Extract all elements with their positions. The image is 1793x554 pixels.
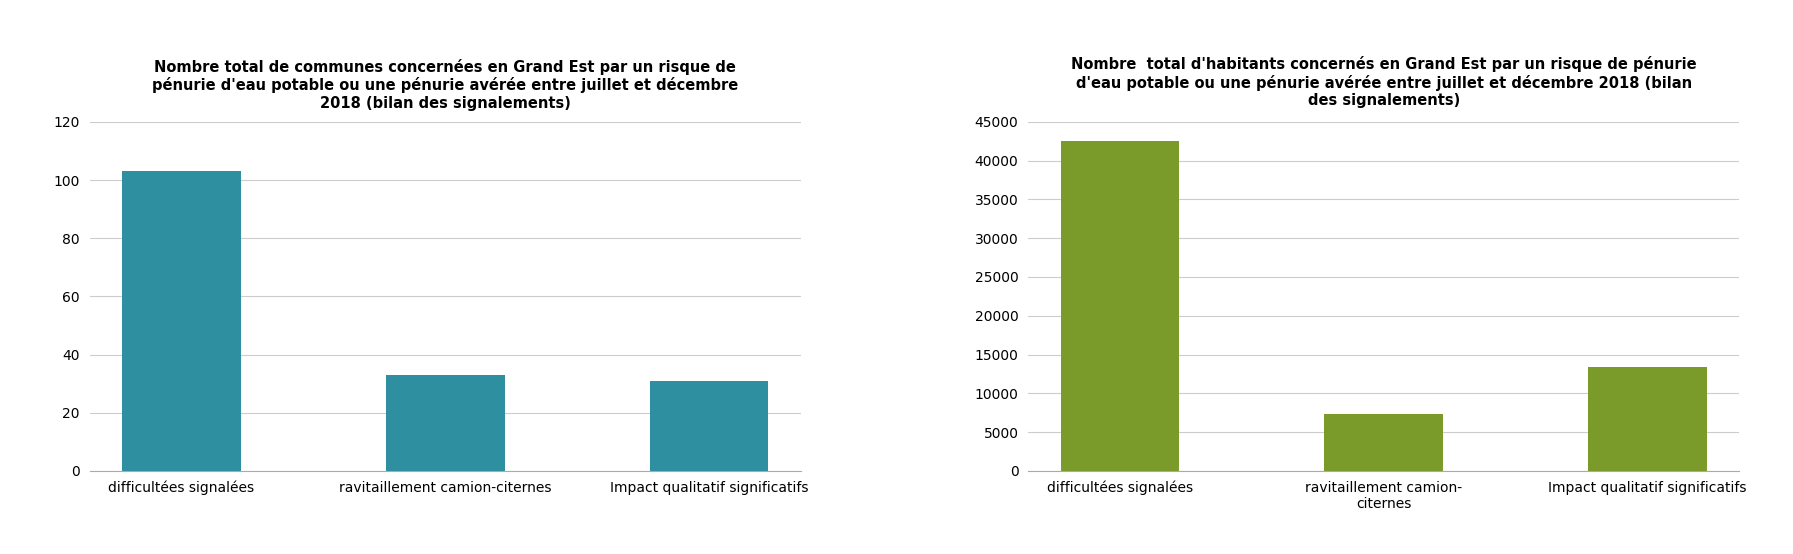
Bar (1060, 141, 1180, 471)
Bar (122, 171, 240, 471)
Bar (649, 381, 769, 471)
Bar (1325, 414, 1443, 471)
Bar (385, 375, 504, 471)
Title: Nombre total de communes concernées en Grand Est par un risque de
pénurie d'eau : Nombre total de communes concernées en G… (152, 59, 739, 111)
Bar (1589, 367, 1707, 471)
Title: Nombre  total d'habitants concernés en Grand Est par un risque de pénurie
d'eau : Nombre total d'habitants concernés en Gr… (1070, 56, 1696, 108)
